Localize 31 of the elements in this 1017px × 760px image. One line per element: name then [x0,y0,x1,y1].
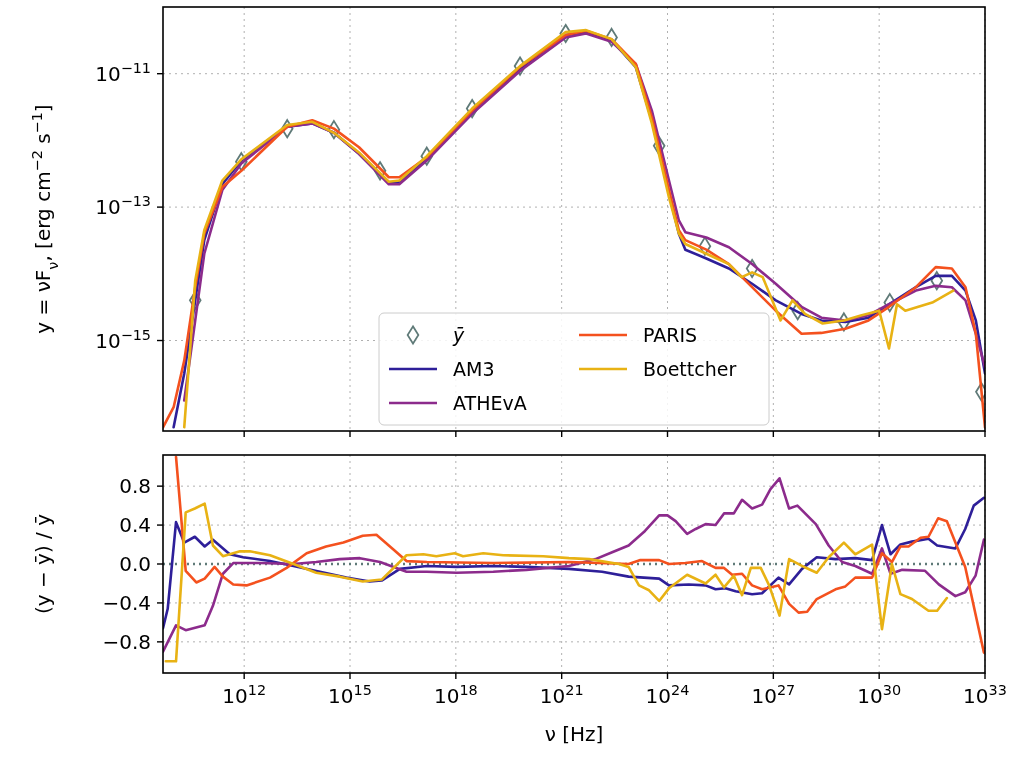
point [327,120,341,140]
x-tick-label: 10$^{18}$ [433,682,478,708]
x-axis-title: ν [Hz] [544,722,604,746]
x-tick-label: 10$^{24}$ [645,682,690,708]
point [698,236,712,256]
y-tick-label: −0.4 [102,590,151,615]
point [930,271,944,291]
legend-label: Boettcher [643,358,737,380]
legend-label: PARIS [643,324,698,346]
y-tick-label: 0.0 [119,552,151,576]
legend-label: AM3 [453,358,495,380]
y-axis-title: (y − ȳ) / ȳ [31,513,55,615]
y-tick-label: 10$^{−11}$ [95,59,151,86]
point [420,146,434,166]
x-tick-label: 10$^{15}$ [328,682,372,708]
point [373,161,387,181]
x-tick-label: 10$^{12}$ [222,682,267,708]
legend-label: ATHEvA [453,392,527,414]
point [837,312,851,332]
y-tick-label: −0.8 [102,629,151,654]
x-tick-label: 10$^{30}$ [857,682,902,708]
x-tick-label: 10$^{27}$ [751,682,796,708]
point [280,119,294,139]
y-tick-label: 0.4 [119,513,151,538]
legend-label: ȳ [452,324,465,346]
y-tick-label: 10$^{−13}$ [95,193,151,220]
y-tick-label: 10$^{−15}$ [95,326,151,353]
y-tick-label: 0.8 [119,474,151,499]
x-tick-label: 10$^{21}$ [539,682,584,708]
x-tick-label: 10$^{33}$ [963,682,1007,708]
point [883,293,897,313]
